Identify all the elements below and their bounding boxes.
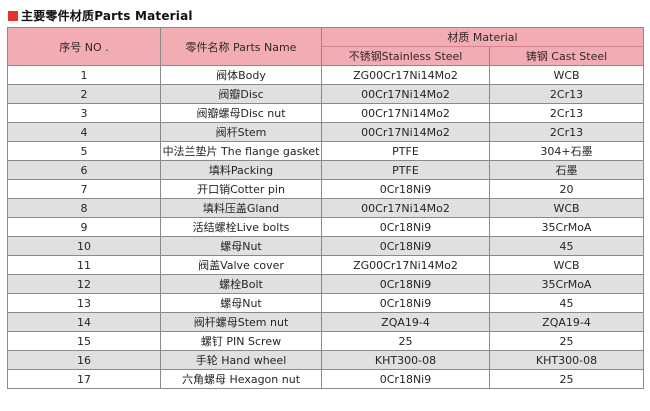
cell-stainless-steel: 0Cr18Ni9: [321, 293, 490, 313]
cell-no: 7: [7, 179, 161, 199]
cell-cast-steel: 35CrMoA: [489, 217, 644, 237]
cell-cast-steel: 45: [489, 236, 644, 256]
col-header-parts-name: 零件名称 Parts Name: [160, 27, 322, 66]
cell-parts-name: 填料压盖Gland: [160, 198, 322, 218]
table-row: 2 阀瓣Disc 00Cr17Ni14Mo2 2Cr13: [7, 84, 644, 104]
cell-stainless-steel: KHT300-08: [321, 350, 490, 370]
cell-no: 4: [7, 122, 161, 142]
col-header-material-group: 材质 Material: [321, 27, 644, 47]
red-square-bullet-icon: [8, 10, 18, 21]
cell-stainless-steel: 00Cr17Ni14Mo2: [321, 198, 490, 218]
cell-parts-name: 螺母Nut: [160, 236, 322, 256]
table-row: 7 开口销Cotter pin 0Cr18Ni9 20: [7, 179, 644, 199]
cell-no: 12: [7, 274, 161, 294]
cell-parts-name: 阀瓣Disc: [160, 84, 322, 104]
table-row: 9 活结螺栓Live bolts 0Cr18Ni9 35CrMoA: [7, 217, 644, 237]
table-row: 10 螺母Nut 0Cr18Ni9 45: [7, 236, 644, 256]
cell-parts-name: 开口销Cotter pin: [160, 179, 322, 199]
cell-parts-name: 螺母Nut: [160, 293, 322, 313]
cell-no: 14: [7, 312, 161, 332]
section-title-text: 主要零件材质Parts Material: [21, 9, 193, 23]
cell-parts-name: 中法兰垫片 The flange gasket: [160, 141, 322, 161]
cell-stainless-steel: ZQA19-4: [321, 312, 490, 332]
cell-stainless-steel: 00Cr17Ni14Mo2: [321, 103, 490, 123]
cell-cast-steel: ZQA19-4: [489, 312, 644, 332]
cell-no: 5: [7, 141, 161, 161]
cell-parts-name: 阀盖Valve cover: [160, 255, 322, 275]
cell-no: 10: [7, 236, 161, 256]
cell-no: 8: [7, 198, 161, 218]
cell-no: 15: [7, 331, 161, 351]
cell-cast-steel: 25: [489, 331, 644, 351]
cell-stainless-steel: 00Cr17Ni14Mo2: [321, 122, 490, 142]
cell-parts-name: 螺栓Bolt: [160, 274, 322, 294]
cell-stainless-steel: 0Cr18Ni9: [321, 274, 490, 294]
cell-no: 2: [7, 84, 161, 104]
table-row: 16 手轮 Hand wheel KHT300-08 KHT300-08: [7, 350, 644, 370]
table-row: 11 阀盖Valve cover ZG00Cr17Ni14Mo2 WCB: [7, 255, 644, 275]
table-row: 6 填料Packing PTFE 石墨: [7, 160, 644, 180]
cell-stainless-steel: 0Cr18Ni9: [321, 369, 490, 389]
table-row: 14 阀杆螺母Stem nut ZQA19-4 ZQA19-4: [7, 312, 644, 332]
col-header-cast-steel: 铸钢 Cast Steel: [489, 46, 644, 66]
cell-parts-name: 阀杆Stem: [160, 122, 322, 142]
cell-no: 11: [7, 255, 161, 275]
cell-stainless-steel: 0Cr18Ni9: [321, 236, 490, 256]
cell-cast-steel: 304+石墨: [489, 141, 644, 161]
cell-no: 17: [7, 369, 161, 389]
cell-stainless-steel: 25: [321, 331, 490, 351]
cell-stainless-steel: 0Cr18Ni9: [321, 217, 490, 237]
cell-stainless-steel: PTFE: [321, 160, 490, 180]
cell-parts-name: 六角螺母 Hexagon nut: [160, 369, 322, 389]
cell-stainless-steel: 00Cr17Ni14Mo2: [321, 84, 490, 104]
cell-cast-steel: WCB: [489, 255, 644, 275]
table-row: 13 螺母Nut 0Cr18Ni9 45: [7, 293, 644, 313]
cell-no: 1: [7, 65, 161, 85]
cell-no: 16: [7, 350, 161, 370]
cell-parts-name: 手轮 Hand wheel: [160, 350, 322, 370]
cell-cast-steel: 石墨: [489, 160, 644, 180]
cell-cast-steel: 45: [489, 293, 644, 313]
cell-parts-name: 填料Packing: [160, 160, 322, 180]
table-row: 4 阀杆Stem 00Cr17Ni14Mo2 2Cr13: [7, 122, 644, 142]
cell-parts-name: 活结螺栓Live bolts: [160, 217, 322, 237]
table-row: 3 阀瓣螺母Disc nut 00Cr17Ni14Mo2 2Cr13: [7, 103, 644, 123]
cell-no: 3: [7, 103, 161, 123]
parts-table-body: 1 阀体Body ZG00Cr17Ni14Mo2 WCB 2 阀瓣Disc 00Cr17Ni…: [7, 65, 644, 389]
cell-cast-steel: 35CrMoA: [489, 274, 644, 294]
table-row: 15 螺钉 PIN Screw 25 25: [7, 331, 644, 351]
cell-stainless-steel: ZG00Cr17Ni14Mo2: [321, 65, 490, 85]
cell-no: 9: [7, 217, 161, 237]
table-row: 1 阀体Body ZG00Cr17Ni14Mo2 WCB: [7, 65, 644, 85]
cell-parts-name: 阀瓣螺母Disc nut: [160, 103, 322, 123]
section-title: 主要零件材质Parts Material: [0, 0, 650, 24]
cell-cast-steel: WCB: [489, 65, 644, 85]
cell-cast-steel: KHT300-08: [489, 350, 644, 370]
col-header-stainless-steel: 不锈钢Stainless Steel: [321, 46, 490, 66]
table-row: 12 螺栓Bolt 0Cr18Ni9 35CrMoA: [7, 274, 644, 294]
parts-material-table: 序号 NO . 零件名称 Parts Name 材质 Material 不锈钢S…: [7, 27, 644, 389]
cell-cast-steel: 2Cr13: [489, 122, 644, 142]
cell-cast-steel: 20: [489, 179, 644, 199]
cell-stainless-steel: ZG00Cr17Ni14Mo2: [321, 255, 490, 275]
cell-cast-steel: 25: [489, 369, 644, 389]
col-header-no: 序号 NO .: [7, 27, 161, 66]
cell-parts-name: 阀杆螺母Stem nut: [160, 312, 322, 332]
table-row: 17 六角螺母 Hexagon nut 0Cr18Ni9 25: [7, 369, 644, 389]
cell-cast-steel: WCB: [489, 198, 644, 218]
cell-parts-name: 螺钉 PIN Screw: [160, 331, 322, 351]
cell-cast-steel: 2Cr13: [489, 84, 644, 104]
table-row: 8 填料压盖Gland 00Cr17Ni14Mo2 WCB: [7, 198, 644, 218]
table-header: 序号 NO . 零件名称 Parts Name 材质 Material 不锈钢S…: [7, 27, 644, 66]
cell-parts-name: 阀体Body: [160, 65, 322, 85]
cell-stainless-steel: 0Cr18Ni9: [321, 179, 490, 199]
table-row: 5 中法兰垫片 The flange gasket PTFE 304+石墨: [7, 141, 644, 161]
cell-stainless-steel: PTFE: [321, 141, 490, 161]
cell-cast-steel: 2Cr13: [489, 103, 644, 123]
cell-no: 13: [7, 293, 161, 313]
cell-no: 6: [7, 160, 161, 180]
